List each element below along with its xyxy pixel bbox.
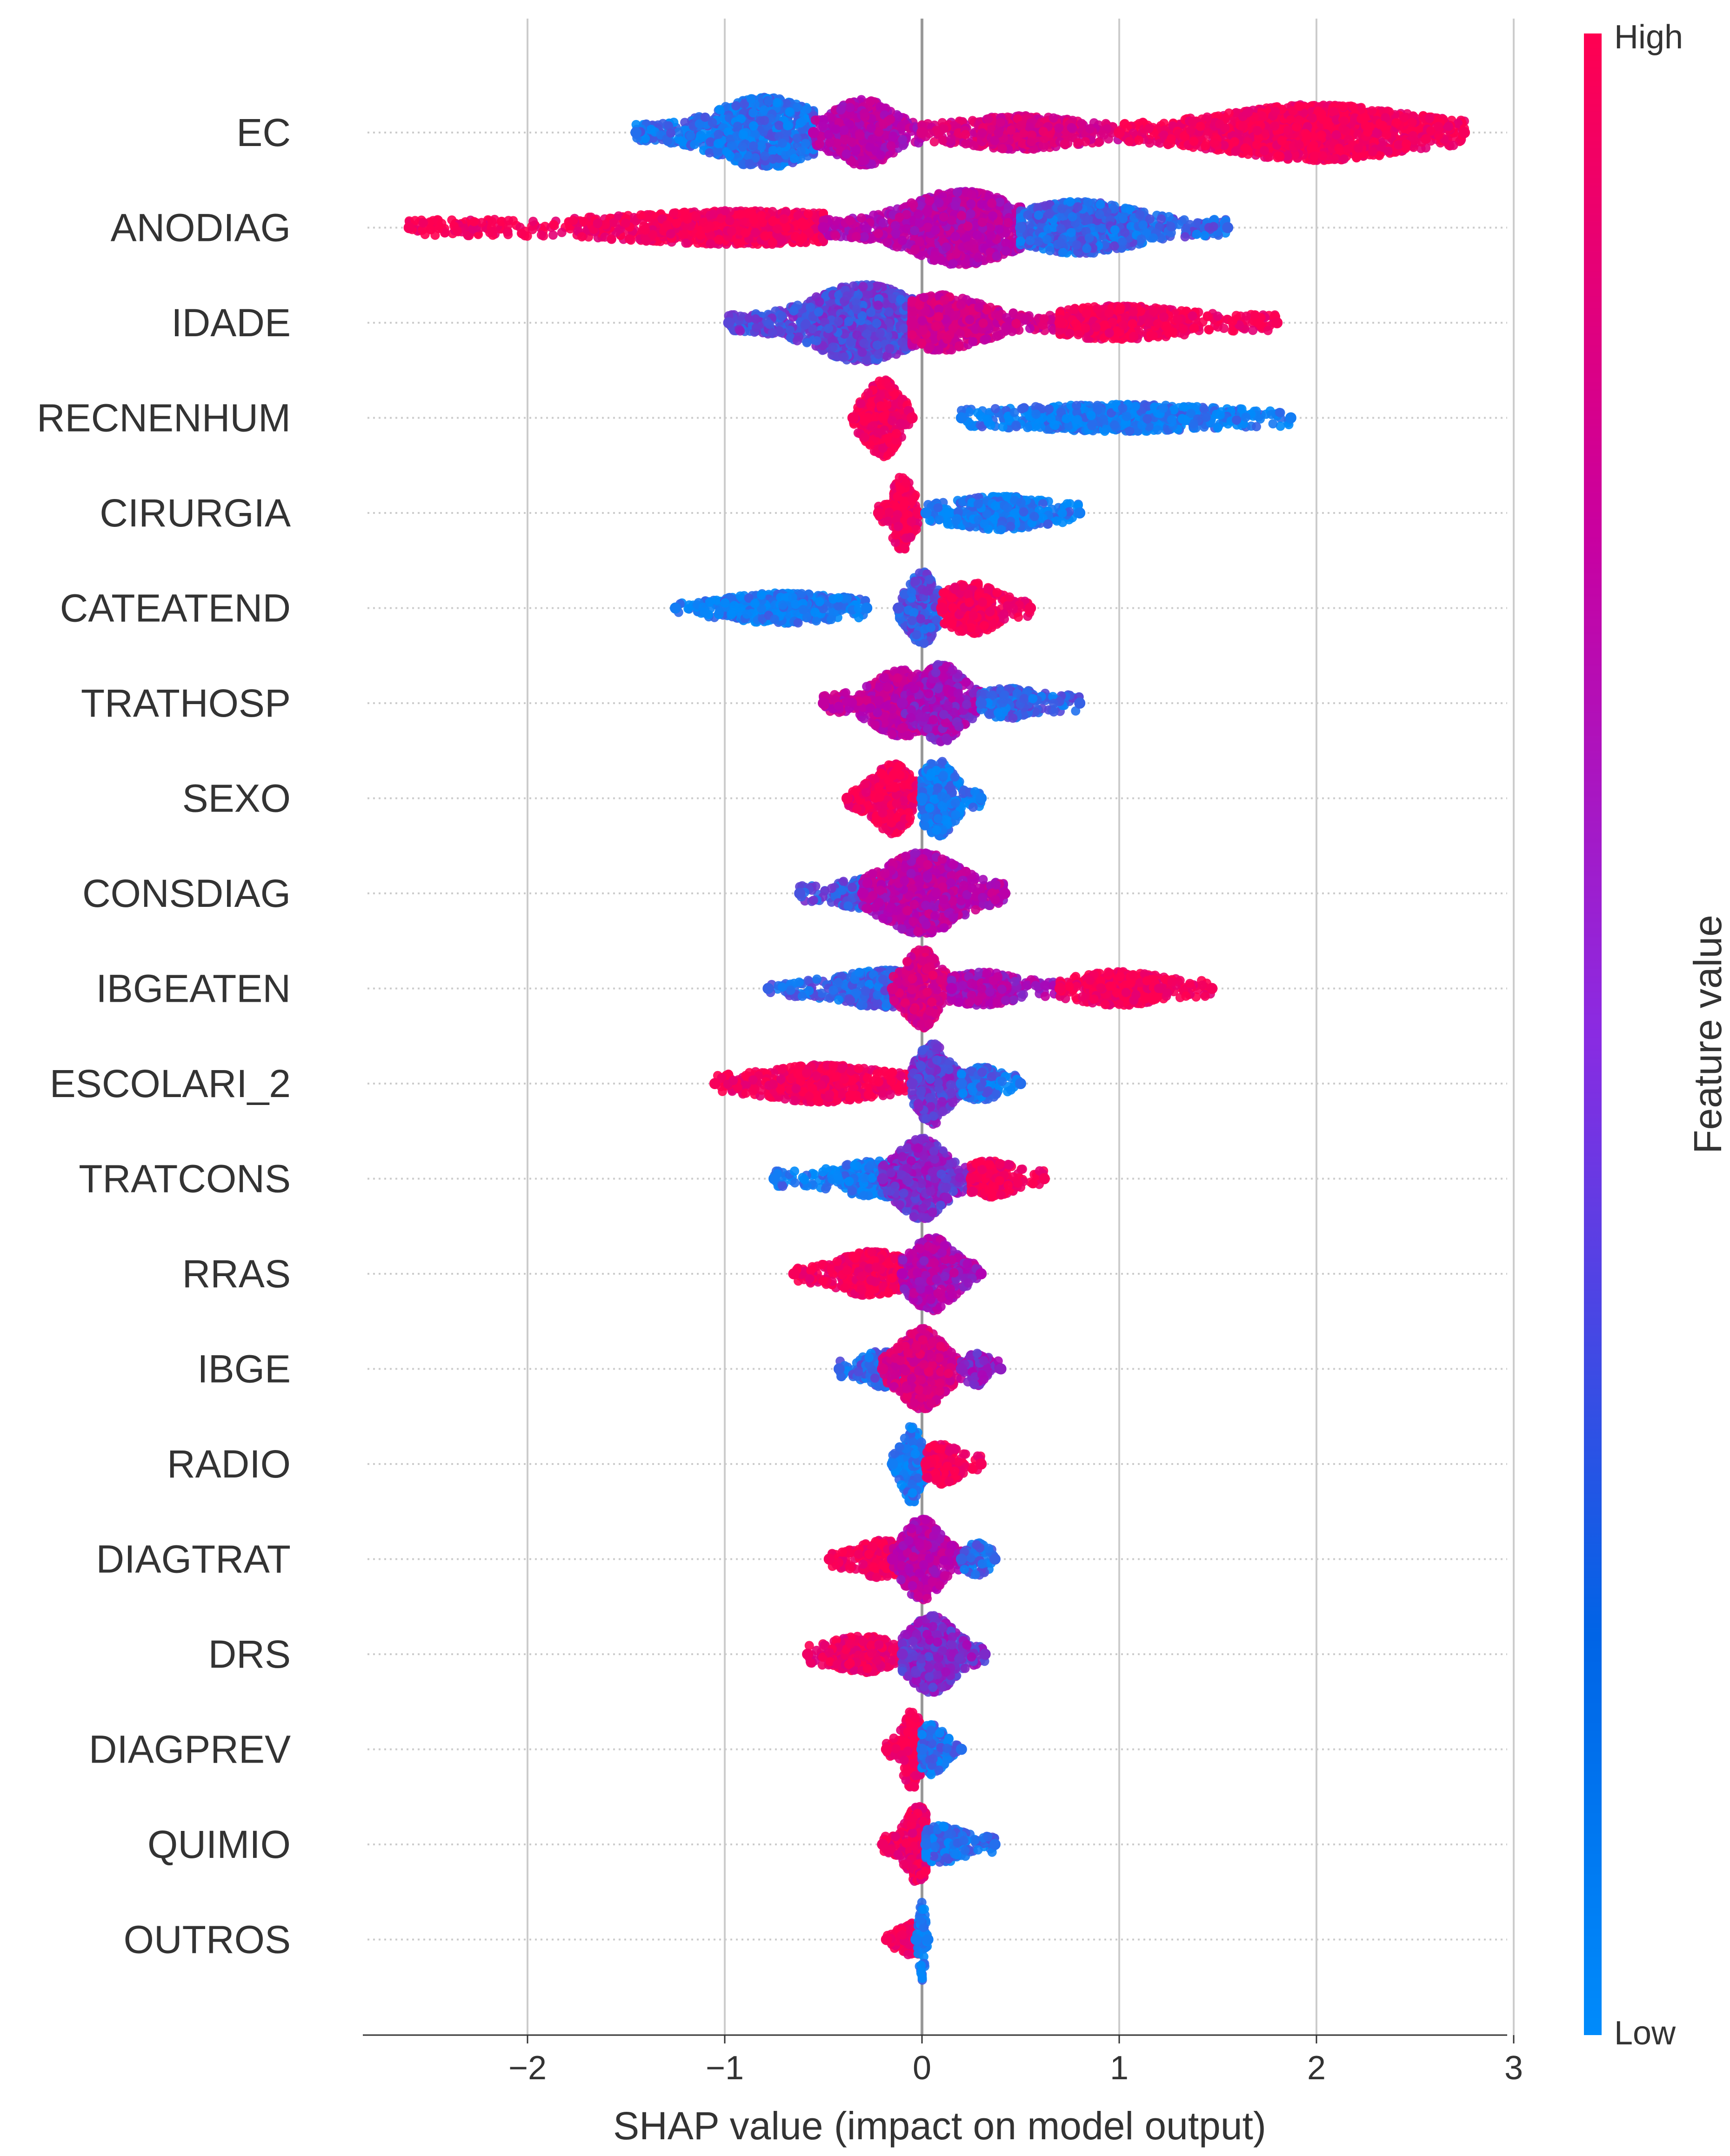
dot-cluster-consdiag-1 — [857, 848, 1011, 938]
dot-cluster-trathosp-2 — [975, 684, 1086, 723]
dot-cluster-ec-2 — [916, 111, 1125, 154]
dot-cluster-cirurgia-1 — [920, 492, 1086, 534]
dot-cluster-ec-3 — [1114, 100, 1470, 165]
dot-cluster-radio-1 — [920, 1440, 987, 1489]
colorbar-title: Feature value — [1686, 915, 1730, 1154]
feature-row-rras — [788, 1233, 987, 1316]
feature-row-trathosp — [818, 660, 1086, 746]
feature-label-layer: EC ANODIAG IDADE RECNENHUM CIRURGIA CATEATEND… — [37, 111, 291, 1962]
dot-cluster-escolari-2-2 — [955, 1063, 1026, 1105]
feature-label-ibge: IBGE — [197, 1347, 291, 1391]
dot-cluster-idade-1 — [906, 290, 1066, 355]
x-axis-title: SHAP value (impact on model output) — [613, 2104, 1266, 2148]
feature-row-drs — [802, 1611, 991, 1697]
dot-cluster-drs-1 — [896, 1611, 991, 1697]
feature-row-ibgeaten — [762, 945, 1218, 1033]
feature-row-ec — [630, 93, 1470, 171]
dot-cluster-recnenhum-0 — [847, 375, 918, 461]
feature-row-diagtrat — [823, 1514, 1001, 1604]
dot-cluster-tratcons-1 — [877, 1133, 977, 1223]
dot-cluster-cirurgia-0 — [873, 472, 924, 554]
dot-cluster-sexo-1 — [916, 757, 987, 841]
dot-cluster-escolari-2-0 — [709, 1060, 918, 1107]
feature-label-drs: DRS — [208, 1632, 291, 1676]
dots-layer — [403, 93, 1470, 1985]
feature-row-sexo — [841, 757, 987, 841]
dot-cluster-quimio-1 — [920, 1821, 1001, 1867]
x-tick-label-5: 3 — [1504, 2050, 1523, 2087]
feature-row-recnenhum — [847, 375, 1296, 461]
dot-cluster-idade-0 — [723, 280, 918, 366]
x-tick-label-0: −2 — [508, 2050, 547, 2087]
feature-label-escolari-2: ESCOLARI_2 — [50, 1062, 291, 1105]
feature-label-consdiag: CONSDIAG — [82, 872, 291, 915]
dot-cluster-rras-1 — [896, 1233, 987, 1316]
dot-cluster-ibgeaten-2 — [946, 967, 1066, 1010]
colorbar: High Low Feature value — [1584, 19, 1730, 2052]
feature-row-escolari-2 — [709, 1039, 1026, 1129]
colorbar-high-label: High — [1614, 19, 1683, 56]
feature-label-rras: RRAS — [182, 1252, 291, 1296]
dot-cluster-cateatend-2 — [936, 579, 1036, 638]
dot-cluster-recnenhum-1 — [955, 399, 1296, 436]
feature-label-cateatend: CATEATEND — [60, 586, 291, 630]
feature-label-cirurgia: CIRURGIA — [100, 491, 291, 535]
feature-row-ibge — [833, 1324, 1007, 1413]
x-tick-label-4: 2 — [1307, 2050, 1326, 2087]
feature-label-ec: EC — [236, 111, 291, 154]
dot-cluster-diagtrat-1 — [887, 1514, 967, 1604]
feature-label-radio: RADIO — [167, 1442, 291, 1486]
dot-cluster-ibgeaten-3 — [1054, 967, 1218, 1010]
feature-row-cirurgia — [873, 472, 1086, 554]
feature-label-recnenhum: RECNENHUM — [37, 396, 291, 440]
feature-row-consdiag — [794, 848, 1011, 938]
feature-label-quimio: QUIMIO — [147, 1823, 291, 1866]
dot-cluster-sexo-0 — [841, 759, 922, 838]
dot-cluster-diagtrat-2 — [955, 1538, 1001, 1580]
dot-cluster-cateatend-0 — [670, 588, 873, 628]
colorbar-gradient — [1584, 33, 1602, 2035]
feature-label-idade: IDADE — [171, 301, 291, 345]
dot-cluster-ec-1 — [808, 95, 928, 170]
x-tick-label-2: 0 — [913, 2050, 931, 2087]
feature-label-trathosp: TRATHOSP — [81, 681, 291, 725]
feature-row-quimio — [877, 1802, 1001, 1886]
dot-cluster-ibge-1 — [877, 1324, 967, 1413]
dot-cluster-tratcons-2 — [966, 1156, 1050, 1202]
dot-cluster-ibge-2 — [955, 1349, 1007, 1391]
x-axis: −2 −1 0 1 2 3 — [363, 2034, 1523, 2087]
dot-cluster-anodiag-2 — [1015, 197, 1234, 258]
x-tick-label-3: 1 — [1110, 2050, 1129, 2087]
feature-label-diagprev: DIAGPREV — [89, 1728, 291, 1771]
feature-label-tratcons: TRATCONS — [79, 1157, 291, 1201]
feature-row-radio — [887, 1422, 987, 1506]
feature-label-anodiag: ANODIAG — [111, 206, 291, 250]
colorbar-low-label: Low — [1614, 2015, 1676, 2052]
feature-row-idade — [723, 280, 1283, 366]
feature-row-diagprev — [881, 1707, 967, 1792]
feature-label-sexo: SEXO — [182, 777, 291, 820]
dot-cluster-outros-1 — [910, 1897, 934, 1985]
feature-label-outros: OUTROS — [124, 1918, 291, 1962]
dot-cluster-anodiag-1 — [818, 186, 1026, 269]
feature-row-tratcons — [768, 1133, 1050, 1223]
feature-label-ibgeaten: IBGEATEN — [96, 967, 291, 1011]
x-tick-label-1: −1 — [706, 2050, 744, 2087]
feature-label-diagtrat: DIAGTRAT — [96, 1537, 291, 1581]
dot-cluster-anodiag-0 — [403, 206, 829, 249]
feature-row-outros — [881, 1897, 934, 1985]
dot-cluster-idade-2 — [1054, 301, 1283, 344]
dot-cluster-diagprev-1 — [916, 1720, 967, 1779]
